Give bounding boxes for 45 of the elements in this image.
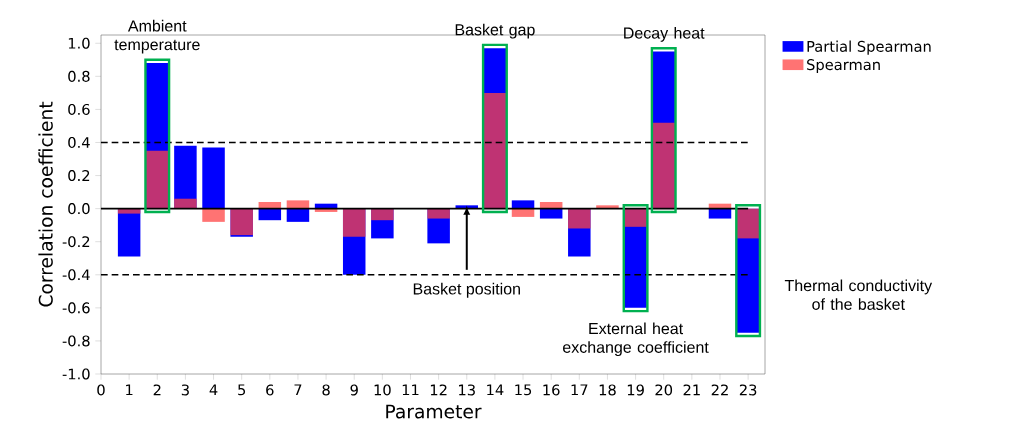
x-tick-label: 5 <box>238 384 246 396</box>
y-tick-label: -0.8 <box>62 335 90 347</box>
annotation: Decay heat <box>624 26 705 42</box>
y-tick-label: -0.4 <box>62 269 90 281</box>
x-tick-label: 23 <box>739 384 757 396</box>
x-tick-label: 10 <box>374 384 391 396</box>
y-tick-label: 0.6 <box>68 103 90 115</box>
y-tick-label: -0.2 <box>62 236 90 248</box>
x-tick-label: 8 <box>322 384 330 396</box>
x-tick-label: 2 <box>153 384 161 396</box>
y-tick-label: 1.0 <box>68 37 90 49</box>
annotation: Ambient temperature <box>114 19 200 54</box>
legend-label: Spearman <box>807 59 880 74</box>
y-axis-title: Correlation coefficient <box>38 101 53 307</box>
annotation: External heat exchange coefficient <box>563 322 709 357</box>
y-tick-label: 0.2 <box>68 170 90 182</box>
y-tick-label: 0.0 <box>68 203 90 215</box>
x-tick-label: 7 <box>294 384 302 396</box>
annotation: Basket gap <box>455 23 535 39</box>
x-tick-label: 13 <box>459 384 475 396</box>
y-tick-label: 0.4 <box>68 136 90 149</box>
x-tick-label: 18 <box>599 384 616 396</box>
x-tick-label: 20 <box>655 384 673 396</box>
y-tick-label: -0.6 <box>62 302 90 314</box>
legend-label: Partial Spearman <box>807 40 931 55</box>
x-tick-label: 3 <box>181 384 189 396</box>
x-tick-label: 19 <box>627 384 644 396</box>
x-tick-label: 11 <box>402 384 419 396</box>
x-tick-label: 6 <box>266 384 274 396</box>
x-tick-label: 22 <box>711 384 728 396</box>
annotation: Thermal conductivity of the basket <box>784 279 933 310</box>
x-tick-label: 9 <box>350 384 358 396</box>
x-tick-label: 0 <box>97 384 105 396</box>
annotation: Basket position <box>413 282 520 298</box>
x-tick-label: 21 <box>683 384 700 396</box>
y-tick-label: 0.8 <box>68 70 90 82</box>
x-tick-label: 15 <box>515 384 532 396</box>
x-axis-title: Parameter <box>386 404 482 419</box>
x-tick-label: 4 <box>209 384 218 396</box>
x-tick-label: 1 <box>126 384 133 396</box>
x-tick-label: 14 <box>487 384 504 396</box>
x-tick-label: 12 <box>430 384 447 396</box>
x-tick-label: 16 <box>543 384 560 396</box>
y-tick-label: -1.0 <box>62 368 90 380</box>
x-tick-label: 17 <box>571 384 588 396</box>
